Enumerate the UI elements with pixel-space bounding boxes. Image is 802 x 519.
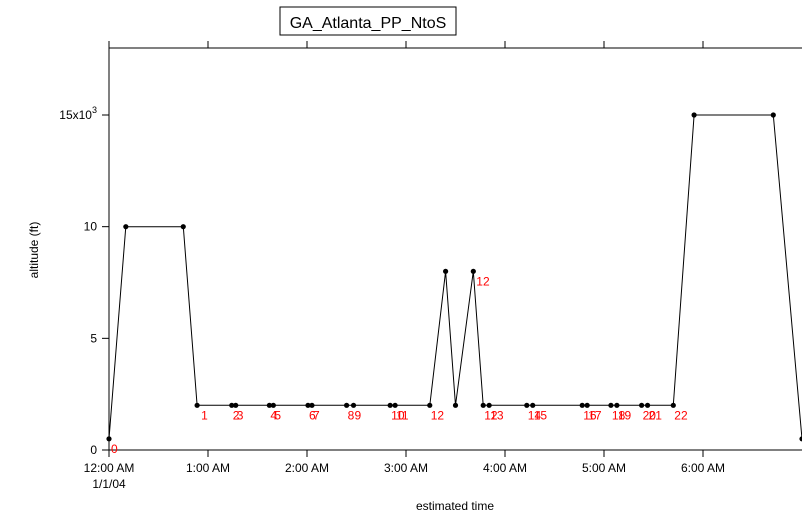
point-annotation: 16	[583, 408, 597, 422]
data-point	[770, 112, 776, 118]
x-tick-label: 6:00 AM	[681, 461, 725, 475]
data-point	[392, 402, 398, 408]
series-layer	[106, 112, 802, 442]
data-point	[486, 402, 492, 408]
y-tick-label-exponent: 3	[92, 105, 97, 115]
x-tick-label: 12:00 AM	[84, 461, 135, 475]
y-tick-label-text: 5	[90, 331, 97, 345]
point-annotation: 21	[649, 408, 663, 422]
data-point	[309, 402, 315, 408]
data-point	[229, 402, 235, 408]
title-box	[279, 6, 457, 36]
y-axis-ticks: 0 5 10 15x103	[59, 105, 109, 457]
point-annotation: 9	[355, 408, 362, 422]
point-annotation: 12	[484, 408, 498, 422]
x-tick-label: 3:00 AM	[384, 461, 428, 475]
data-point	[270, 402, 276, 408]
point-annotation: 15	[534, 408, 548, 422]
data-point	[452, 402, 459, 408]
point-annotation: 12	[476, 274, 490, 288]
data-point	[608, 402, 614, 408]
data-point	[644, 402, 651, 408]
point-annotation: 1	[201, 408, 208, 422]
data-point	[584, 402, 590, 408]
x-tick-sublabel: 1/1/04	[92, 477, 126, 491]
point-annotation: 10	[391, 408, 405, 422]
x-tick-label: 4:00 AM	[483, 461, 527, 475]
y-tick-label: 10	[84, 220, 98, 234]
data-point	[106, 436, 112, 442]
x-tick-label: 5:00 AM	[582, 461, 626, 475]
point-annotation: 14	[528, 408, 542, 422]
data-point	[305, 402, 311, 408]
data-point	[614, 402, 620, 408]
point-annotation: 22	[674, 408, 688, 422]
data-point	[387, 402, 393, 408]
point-annotation: 20	[643, 408, 657, 422]
x-tick-label: 2:00 AM	[285, 461, 329, 475]
data-point	[180, 224, 186, 230]
data-point	[427, 402, 433, 408]
data-point	[799, 436, 802, 442]
data-point	[266, 402, 272, 408]
point-annotation: 6	[309, 408, 316, 422]
data-point	[443, 268, 449, 274]
point-annotation: 2	[233, 408, 240, 422]
data-point	[194, 402, 200, 408]
point-annotation: 11	[396, 408, 409, 422]
chart-title: GA_Atlanta_PP_NtoS	[290, 15, 447, 32]
point-annotation: 4	[270, 408, 277, 422]
data-point	[530, 402, 536, 408]
y-tick-label: 5	[90, 331, 97, 345]
series-line	[108, 114, 802, 439]
y-tick-label-text: 10	[84, 220, 98, 234]
data-point	[524, 402, 530, 408]
point-annotation: 5	[274, 408, 281, 422]
point-annotation: 7	[313, 408, 320, 422]
x-axis-label: estimated time	[416, 499, 494, 513]
y-axis-label: altitude (ft)	[27, 222, 41, 279]
point-annotation: 13	[490, 408, 504, 422]
y-tick-label: 0	[90, 443, 97, 457]
y-tick-label-text: 0	[90, 443, 97, 457]
point-annotation: 3	[237, 408, 244, 422]
point-annotation: 19	[618, 408, 632, 422]
point-annotation: 0	[111, 442, 118, 456]
point-annotation: 18	[612, 408, 626, 422]
data-point	[670, 402, 676, 408]
data-point	[639, 402, 645, 408]
data-point	[470, 268, 476, 274]
data-point	[480, 402, 486, 408]
point-annotation: 17	[588, 408, 602, 422]
data-point	[233, 402, 239, 408]
data-point	[350, 402, 357, 408]
y-tick-label: 15x103	[59, 105, 97, 122]
y-tick-label-text: 15x10	[59, 108, 92, 122]
data-point	[691, 112, 697, 118]
data-point	[579, 402, 585, 408]
x-axis-ticks: 12:00 AM 1/1/04 1:00 AM 2:00 AM 3:00 AM 4:00 …	[84, 41, 725, 491]
point-annotation: 12	[431, 408, 445, 422]
x-tick-label: 1:00 AM	[186, 461, 230, 475]
data-point	[123, 224, 129, 230]
data-point	[344, 402, 350, 408]
point-annotation: 8	[348, 408, 355, 422]
